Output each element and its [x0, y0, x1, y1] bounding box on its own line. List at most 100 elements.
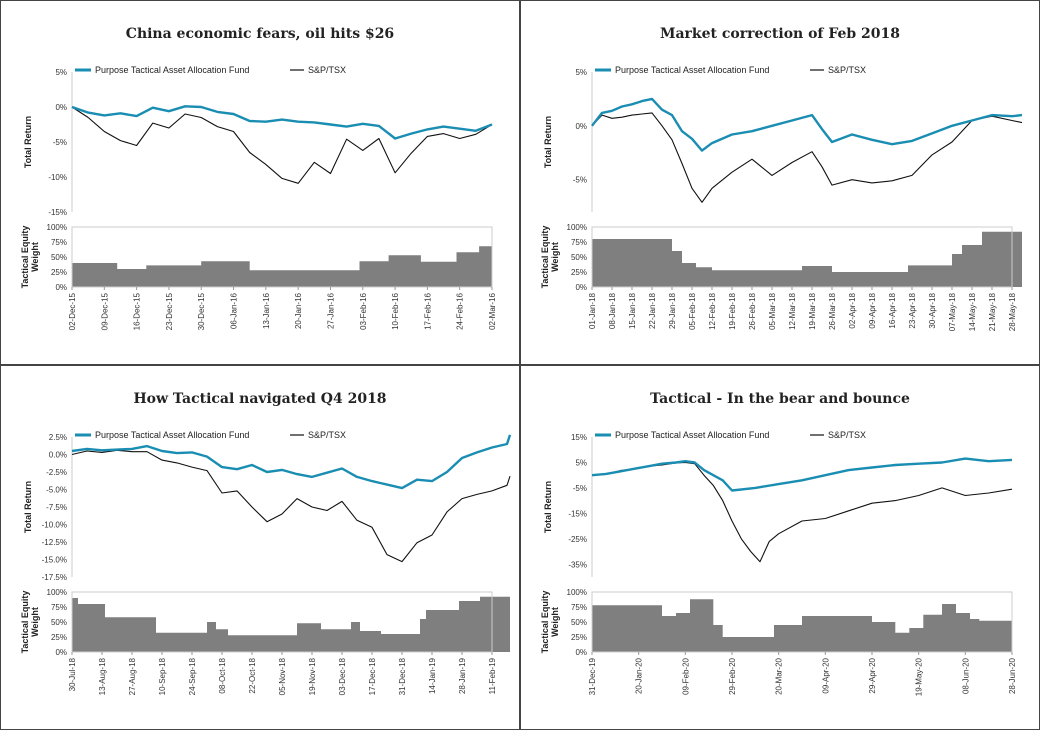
y-tick-label: -5% [53, 138, 67, 147]
series-line-sp-tsx [591, 461, 1013, 563]
series-line-sp-tsx [71, 449, 511, 563]
x-tick-label: 05-Feb-18 [688, 292, 697, 329]
chart-title: Tactical - In the bear and bounce [650, 391, 910, 407]
x-tick-label: 22-Jan-18 [648, 292, 657, 329]
y-tick-label: 5% [55, 68, 67, 77]
x-tick-label: 08-Oct-18 [218, 657, 227, 693]
legend-label-index: S&P/TSX [828, 65, 866, 75]
y-axis-label-return: Total Return [23, 481, 33, 533]
weight-tick-label: 100% [47, 223, 67, 232]
y-axis-label-weight-line1: Tactical Equity [20, 226, 30, 289]
x-tick-label: 28-Jun-20 [1008, 657, 1017, 694]
x-tick-label: 10-Sep-18 [158, 657, 167, 695]
panel-4: Tactical - In the bear and bounce Purpose… [520, 365, 1040, 730]
x-tick-label: 20-Mar-20 [775, 657, 784, 694]
x-tick-label: 19-Mar-18 [808, 292, 817, 329]
x-tick-label: 03-Dec-18 [338, 657, 347, 695]
x-tick-label: 26-Feb-18 [748, 292, 757, 329]
weight-panel-border [591, 226, 1013, 288]
x-tick-label: 17-Feb-16 [423, 292, 432, 329]
x-tick-label: 28-Jan-19 [458, 657, 467, 694]
y-tick-label: -15% [48, 208, 67, 217]
y-tick-label: -5% [573, 176, 587, 185]
x-tick-label: 09-Apr-18 [868, 292, 877, 328]
x-tick-label: 29-Feb-20 [728, 657, 737, 694]
series-line-fund [71, 434, 512, 490]
x-tick-label: 31-Dec-18 [398, 657, 407, 695]
y-tick-label: 5% [575, 68, 587, 77]
x-tick-label: 29-Jan-18 [668, 292, 677, 329]
x-tick-label: 20-Jan-16 [294, 292, 303, 329]
y-axis-label-weight: Tactical EquityWeight [20, 226, 40, 289]
weight-tick-label: 25% [571, 633, 587, 642]
x-tick-label: 24-Feb-16 [456, 292, 465, 329]
panel-2: Market correction of Feb 2018 Purpose Tac… [520, 0, 1040, 365]
y-tick-label: -25% [568, 535, 587, 544]
legend-label-index: S&P/TSX [308, 430, 346, 440]
weight-area [592, 231, 1022, 287]
legend-label-fund: Purpose Tactical Asset Allocation Fund [615, 430, 769, 440]
weight-tick-label: 0% [575, 283, 587, 292]
y-tick-label: -2.5% [46, 468, 67, 477]
y-axis-label-weight-line2: Weight [550, 242, 560, 272]
x-tick-label: 17-Dec-18 [368, 657, 377, 695]
y-tick-label: -15.0% [42, 556, 67, 565]
y-axis-label-return: Total Return [543, 116, 553, 168]
y-tick-label: 2.5% [49, 433, 67, 442]
weight-tick-label: 75% [51, 603, 67, 612]
weight-tick-label: 75% [51, 238, 67, 247]
x-tick-label: 11-Feb-19 [488, 657, 497, 694]
y-axis-label-weight-line2: Weight [30, 607, 40, 637]
weight-tick-label: 50% [571, 618, 587, 627]
legend-label-fund: Purpose Tactical Asset Allocation Fund [95, 430, 249, 440]
x-tick-label: 08-Jun-20 [961, 657, 970, 694]
x-tick-label: 05-Nov-18 [278, 657, 287, 695]
panel-1: China economic fears, oil hits $26 Purpos… [0, 0, 520, 365]
x-tick-label: 30-Dec-15 [197, 292, 206, 330]
weight-panel-border [71, 226, 493, 288]
x-tick-label: 19-May-20 [915, 657, 924, 696]
chart-bear-bounce: Tactical - In the bear and bounce Purpose… [520, 365, 1040, 730]
y-tick-label: -10.0% [42, 521, 67, 530]
panel-frame [0, 0, 520, 365]
x-tick-label: 03-Feb-16 [359, 292, 368, 329]
y-axis-label-weight: Tactical EquityWeight [540, 591, 560, 654]
y-tick-label: -5.0% [46, 486, 67, 495]
series-line-fund [71, 105, 493, 140]
y-tick-label: -17.5% [42, 573, 67, 582]
weight-area [72, 246, 492, 287]
weight-area [592, 599, 1012, 652]
weight-tick-label: 100% [47, 588, 67, 597]
x-tick-label: 15-Jan-18 [628, 292, 637, 329]
x-tick-label: 28-May-18 [1008, 292, 1017, 331]
y-tick-label: -5% [573, 484, 587, 493]
weight-tick-label: 25% [51, 633, 67, 642]
x-tick-label: 07-May-18 [948, 292, 957, 331]
weight-panel-border [591, 591, 1013, 653]
weight-tick-label: 75% [571, 238, 587, 247]
chart-title: Market correction of Feb 2018 [660, 26, 900, 42]
weight-tick-label: 100% [567, 223, 587, 232]
x-tick-label: 19-Nov-18 [308, 657, 317, 695]
x-tick-label: 02-Dec-15 [68, 292, 77, 330]
legend-label-fund: Purpose Tactical Asset Allocation Fund [615, 65, 769, 75]
x-tick-label: 16-Dec-15 [133, 292, 142, 330]
panel-frame [520, 0, 1040, 365]
chart-title: China economic fears, oil hits $26 [126, 26, 394, 42]
y-axis-label-weight-line1: Tactical Equity [540, 226, 550, 289]
weight-tick-label: 100% [567, 588, 587, 597]
x-tick-label: 14-Jan-19 [428, 657, 437, 694]
y-axis-label-return: Total Return [23, 116, 33, 168]
y-axis-label-weight-line2: Weight [30, 242, 40, 272]
y-tick-label: 0.0% [49, 451, 67, 460]
weight-tick-label: 25% [571, 268, 587, 277]
x-tick-label: 02-Mar-16 [488, 292, 497, 329]
x-tick-label: 12-Mar-18 [788, 292, 797, 329]
y-tick-label: 0% [575, 122, 587, 131]
y-axis-label-return: Total Return [543, 481, 553, 533]
x-tick-label: 16-Apr-18 [888, 292, 897, 328]
series-line-sp-tsx [591, 112, 1023, 203]
x-tick-label: 02-Apr-18 [848, 292, 857, 328]
chart-q4-2018: How Tactical navigated Q4 2018 Purpose Ta… [0, 365, 520, 730]
chart-feb-2018: Market correction of Feb 2018 Purpose Tac… [520, 0, 1040, 365]
